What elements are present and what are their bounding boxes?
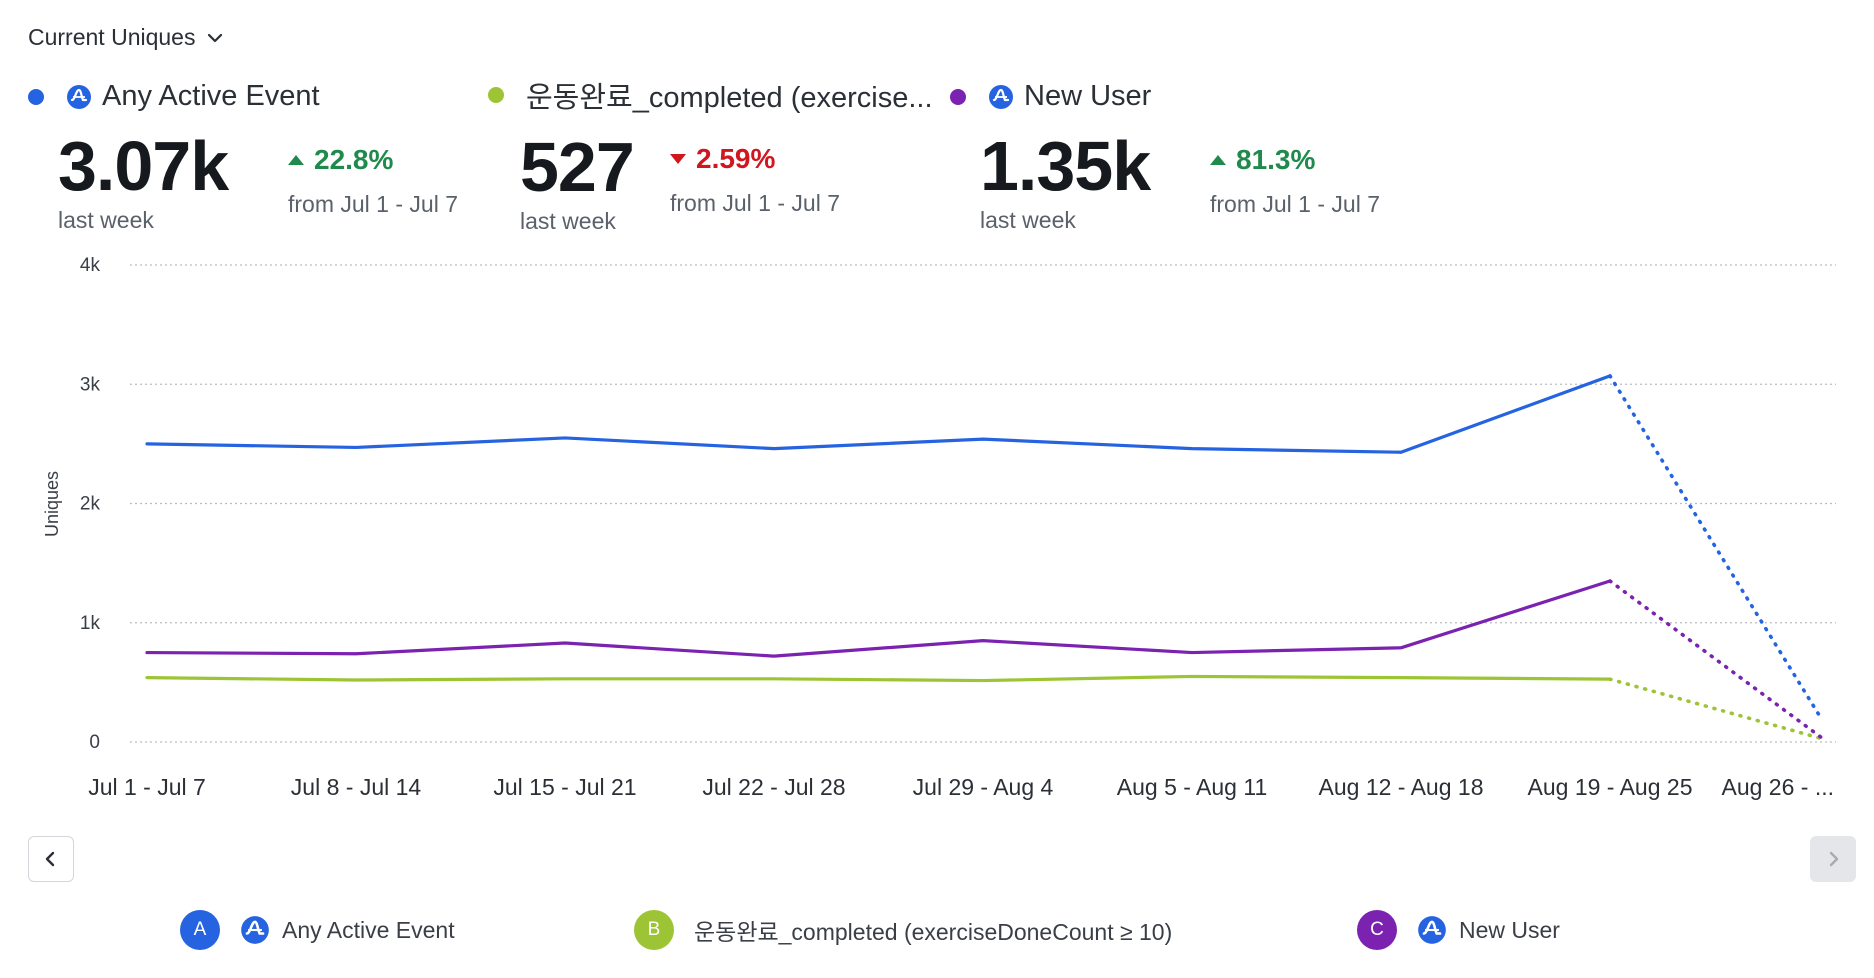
kpi-value: 3.07k — [58, 127, 229, 205]
y-tick-label: 4k — [80, 255, 101, 276]
kpi-period: last week — [58, 207, 154, 233]
series-dot — [488, 87, 504, 103]
x-tick-label: Aug 12 - Aug 18 — [1319, 774, 1484, 800]
amplitude-icon — [67, 84, 91, 109]
y-tick-label: 2k — [80, 494, 101, 515]
kpi-exercise-completed: 운동완료_completed (exercise... 527 last wee… — [488, 74, 933, 235]
legend-letter: A — [193, 919, 207, 940]
amplitude-icon — [989, 84, 1013, 109]
x-tick-label: Aug 26 - ... — [1721, 774, 1834, 800]
next-page-button[interactable] — [1810, 836, 1856, 882]
y-tick-label: 1k — [80, 613, 101, 634]
amplitude-icon — [1418, 916, 1446, 944]
kpi-range: from Jul 1 - Jul 7 — [670, 190, 840, 216]
legend-item-c[interactable]: C New User — [1357, 910, 1560, 950]
y-axis-label: Uniques — [42, 471, 62, 537]
kpi-title: Any Active Event — [102, 80, 320, 112]
x-tick-label: Jul 22 - Jul 28 — [702, 774, 845, 800]
x-tick-label: Jul 1 - Jul 7 — [88, 774, 206, 800]
trend-up-icon — [288, 155, 304, 165]
prev-page-button[interactable] — [28, 836, 74, 882]
series-line-a — [145, 374, 1612, 454]
legend-label: 운동완료_completed (exerciseDoneCount ≥ 10) — [694, 919, 1173, 945]
legend-letter: C — [1370, 919, 1384, 940]
legend-label: Any Active Event — [282, 916, 455, 943]
kpi-change: 22.8% — [288, 143, 458, 177]
legend-badge: A — [180, 910, 220, 950]
kpi-change: 81.3% — [1210, 143, 1380, 177]
trend-up-icon — [1210, 155, 1226, 165]
series-projection-b — [1608, 677, 1823, 741]
kpi-change-value: 2.59% — [696, 143, 776, 174]
kpi-value: 527 — [520, 128, 635, 206]
x-tick-label: Jul 8 - Jul 14 — [291, 774, 422, 800]
series-line-c — [145, 579, 1612, 658]
kpi-title: New User — [1024, 80, 1152, 112]
x-tick-label: Jul 15 - Jul 21 — [493, 774, 636, 800]
chevron-down-icon — [208, 33, 223, 42]
y-tick-label: 3k — [80, 374, 101, 395]
kpi-period: last week — [980, 207, 1076, 233]
kpi-period: last week — [520, 208, 616, 234]
kpi-range: from Jul 1 - Jul 7 — [1210, 191, 1380, 217]
legend-item-b[interactable]: B 운동완료_completed (exerciseDoneCount ≥ 10… — [634, 910, 1172, 950]
legend-badge: B — [634, 910, 674, 950]
x-tick-label: Aug 19 - Aug 25 — [1528, 774, 1693, 800]
kpi-change-value: 81.3% — [1236, 144, 1316, 175]
metric-selector-label: Current Uniques — [28, 24, 196, 50]
kpi-title: 운동완료_completed (exercise... — [526, 82, 933, 114]
kpi-range: from Jul 1 - Jul 7 — [288, 191, 458, 217]
kpi-new-user: New User 1.35k last week 81.3% from Jul … — [950, 80, 1380, 234]
chevron-right-icon — [1829, 851, 1839, 867]
series-line-b — [145, 674, 1612, 683]
trend-down-icon — [670, 154, 686, 164]
legend-badge: C — [1357, 910, 1397, 950]
series-projection-a — [1608, 374, 1823, 720]
series-projection-c — [1608, 579, 1823, 740]
kpi-change: 2.59% — [670, 142, 840, 176]
amplitude-icon — [241, 916, 269, 944]
kpi-any-active-event: Any Active Event 3.07k last week 22.8% f… — [28, 80, 458, 234]
x-tick-label: Jul 29 - Aug 4 — [913, 774, 1054, 800]
legend-letter: B — [647, 919, 661, 940]
kpi-change-value: 22.8% — [314, 144, 394, 175]
chevron-left-icon — [45, 851, 55, 867]
x-tick-label: Aug 5 - Aug 11 — [1117, 774, 1267, 800]
series-dot — [950, 88, 966, 105]
legend-item-a[interactable]: A Any Active Event — [180, 910, 455, 950]
y-tick-label: 0 — [89, 732, 100, 753]
legend-label: New User — [1459, 916, 1560, 943]
series-dot — [28, 88, 44, 105]
kpi-value: 1.35k — [980, 127, 1151, 205]
line-chart: 0 1k 2k 3k 4k Uniques Jul 1 - Jul 7 Jul 8 - Jul… — [42, 255, 1836, 800]
metric-selector[interactable]: Current Uniques — [28, 24, 225, 51]
